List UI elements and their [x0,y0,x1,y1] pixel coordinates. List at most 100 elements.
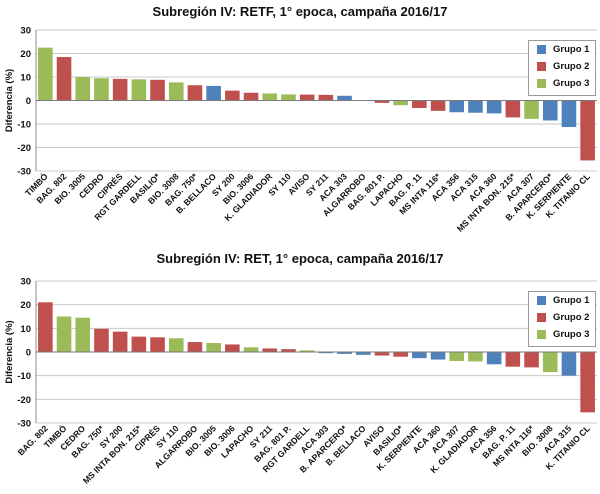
bar [468,100,483,113]
bar [561,100,577,128]
legend-item-grupo-1: Grupo 1 [529,41,595,58]
bar [412,100,427,109]
bar [542,100,558,121]
bar [131,79,147,101]
legend-item-grupo-2: Grupo 2 [529,58,595,75]
bar [393,100,408,106]
y-tick-label: -10 [17,120,31,131]
legend-swatch [537,330,546,339]
legend-label: Grupo 2 [553,61,590,72]
chart-panel-retf: Subregión IV: RETF, 1° epoca, campaña 20… [4,4,597,234]
bar [318,94,334,101]
y-tick-label: 30 [20,277,31,288]
legend-item-grupo-1: Grupo 1 [529,292,595,309]
y-tick-label: 20 [20,49,31,60]
bar [486,352,502,365]
bar [505,100,521,118]
bar [580,100,595,161]
bar [225,90,240,101]
legend-label: Grupo 2 [553,312,590,323]
legend: Grupo 1 Grupo 2 Grupo 3 [528,40,596,96]
bar [281,94,296,101]
bar [299,94,315,101]
bar [430,100,446,111]
y-tick-label: 10 [20,324,31,335]
bar [206,85,221,101]
bar [187,85,203,101]
bar [168,82,184,101]
bar [505,352,521,367]
bar [281,349,296,352]
bar [449,352,465,361]
legend-swatch [537,45,546,54]
bar [262,93,278,101]
bar [393,352,408,357]
bar [374,352,390,356]
bar [38,302,53,352]
legend-label: Grupo 1 [553,44,590,55]
bar [75,77,91,101]
y-tick-label: -10 [17,371,31,382]
y-tick-label: 20 [20,300,31,311]
bar [542,352,558,373]
y-tick-label: 30 [20,26,31,37]
y-tick-label: -30 [17,167,31,178]
bar [206,343,221,352]
legend-item-grupo-3: Grupo 3 [529,326,595,343]
bar [486,100,502,114]
chart-title: Subregión IV: RET, 1° epoca, campaña 201… [156,251,444,266]
bar [561,352,577,376]
bar [150,337,165,352]
bar [56,316,72,352]
legend-swatch [537,313,546,322]
bar [374,100,390,103]
bar [94,78,109,101]
legend-label: Grupo 1 [553,295,590,306]
bar [112,78,128,101]
bar [38,47,53,101]
bar [318,352,334,354]
chart-title: Subregión IV: RETF, 1° epoca, campaña 20… [152,4,448,19]
bar [299,350,315,352]
y-axis-title: Diferencia (%) [4,320,15,383]
legend-item-grupo-3: Grupo 3 [529,75,595,92]
bar [243,92,259,101]
bar [524,352,539,368]
bar [580,352,595,413]
bar [468,352,483,362]
bar [524,100,539,119]
bar [243,347,259,352]
y-tick-label: -20 [17,395,31,406]
y-tick-label: 10 [20,73,31,84]
bar [131,336,147,352]
bar [94,328,109,352]
bar [262,348,278,352]
bar [430,352,446,360]
chart-panel-ret: Subregión IV: RET, 1° epoca, campaña 201… [0,247,600,494]
bar [355,352,371,355]
bar [112,331,128,352]
y-axis-title: Diferencia (%) [4,69,15,132]
bar [168,338,184,352]
bar [337,352,352,354]
legend-swatch [537,296,546,305]
y-tick-label: 0 [26,348,31,359]
legend-label: Grupo 3 [553,78,590,89]
legend-item-grupo-2: Grupo 2 [529,309,595,326]
y-tick-label: -30 [17,419,31,430]
bar [56,57,72,101]
bar [412,352,427,359]
bar [449,100,465,113]
bar [75,317,91,352]
legend-swatch [537,62,546,71]
legend-label: Grupo 3 [553,329,590,340]
bar [225,344,240,352]
bar [337,95,352,101]
bar [187,342,203,352]
legend-swatch [537,79,546,88]
bar [150,79,165,101]
y-tick-label: 0 [26,96,31,107]
y-tick-label: -20 [17,143,31,154]
